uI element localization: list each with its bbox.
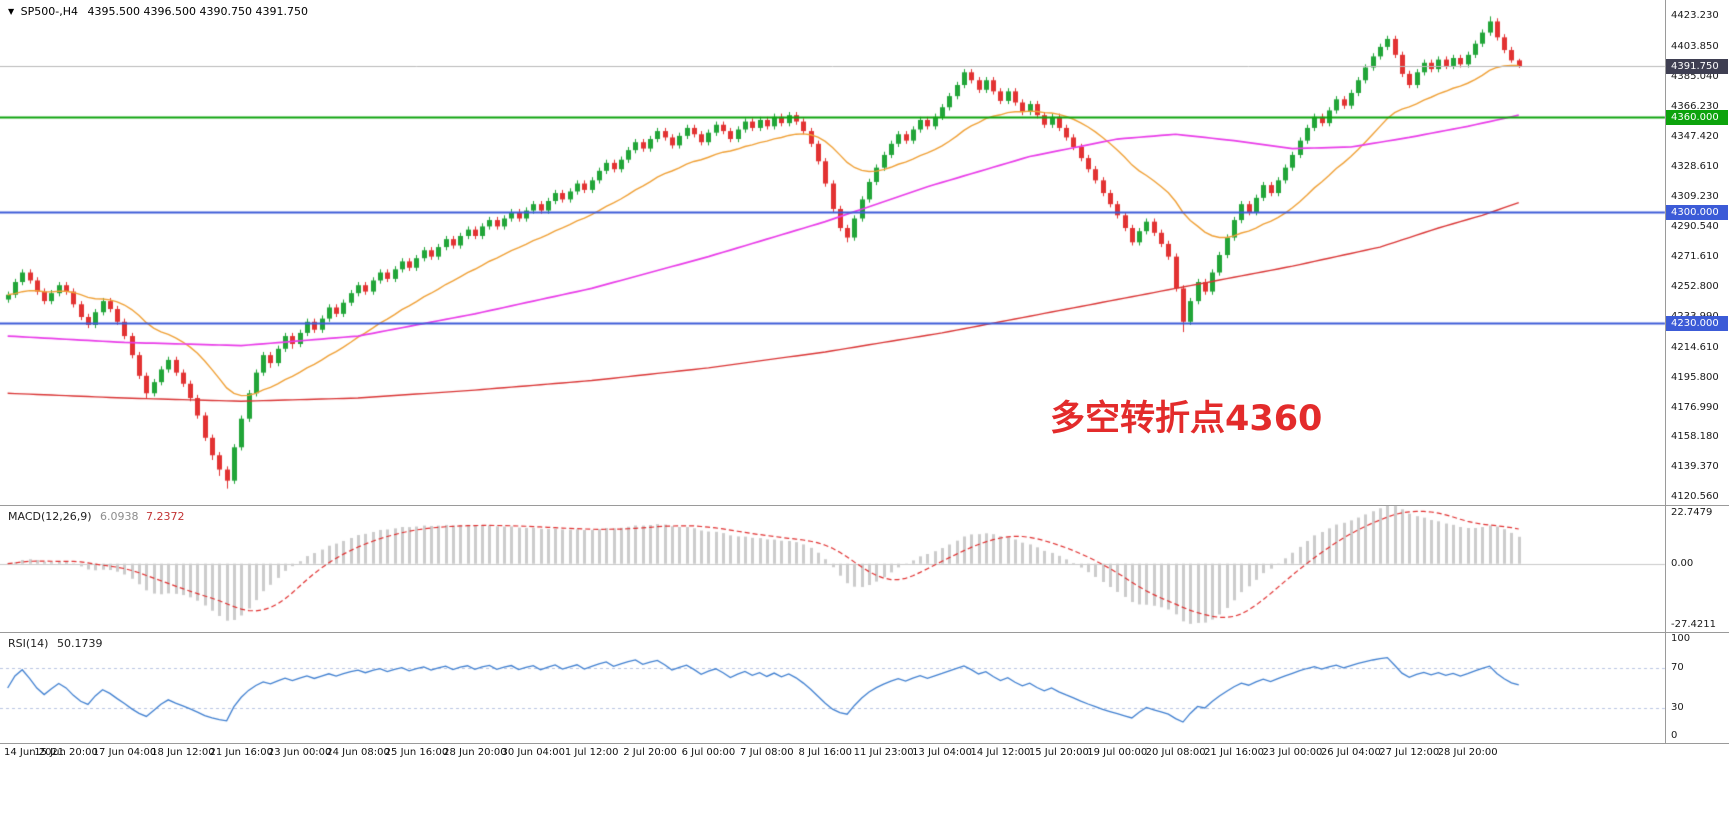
macd-axis-label: 0.00 — [1671, 557, 1694, 569]
price-axis-label: 4403.850 — [1671, 41, 1719, 53]
time-axis-label: 17 Jun 04:00 — [92, 747, 157, 758]
price-axis-label: 4385.040 — [1671, 71, 1719, 82]
macd-label: MACD(12,26,9) 6.0938 7.2372 — [8, 510, 185, 523]
time-axis-label: 19 Jul 00:00 — [1087, 747, 1148, 758]
time-axis-label: 15 Jul 20:00 — [1028, 747, 1089, 758]
hline-price-tag: 4360.000 — [1666, 109, 1728, 125]
time-axis-label: 1 Jul 12:00 — [564, 747, 619, 758]
time-axis-label: 11 Jul 23:00 — [853, 747, 914, 758]
time-axis-label: 27 Jul 12:00 — [1379, 747, 1440, 758]
symbol-marker-icon: ▼ — [8, 7, 15, 16]
annotation-text: 多空转折点4360 — [1050, 399, 1323, 439]
macd-axis-label: -27.4211 — [1671, 619, 1716, 630]
rsi-canvas[interactable] — [0, 633, 1729, 743]
time-axis-label: 28 Jul 20:00 — [1437, 747, 1498, 758]
price-axis-label: 4214.610 — [1671, 341, 1719, 353]
time-axis-label: 14 Jul 12:00 — [970, 747, 1031, 758]
time-axis-label: 8 Jul 16:00 — [798, 747, 853, 758]
rsi-indicator-pane: RSI(14) 50.1739 100 70 30 0 — [0, 633, 1729, 744]
price-axis-label: 4139.370 — [1671, 461, 1719, 473]
hline-price-tag: 4230.000 — [1666, 316, 1728, 332]
price-axis-label: 4252.800 — [1671, 281, 1719, 293]
time-axis-label: 26 Jul 04:00 — [1320, 747, 1381, 758]
current-price-tag: 4391.750 — [1666, 59, 1728, 75]
price-axis-label: 4176.990 — [1671, 401, 1719, 413]
macd-signal-value: 7.2372 — [146, 510, 185, 523]
rsi-value: 50.1739 — [56, 637, 103, 650]
time-axis-label: 30 Jun 04:00 — [501, 747, 566, 758]
macd-indicator-pane: MACD(12,26,9) 6.0938 7.2372 22.7479 0.00 -… — [0, 506, 1729, 633]
rsi-axis-label: 70 — [1671, 661, 1684, 673]
time-axis-label: 21 Jun 16:00 — [209, 747, 274, 758]
chart-title: ▼ SP500-,H4 4395.500 4396.500 4390.750 4… — [8, 5, 308, 18]
time-axis-label: 24 Jun 08:00 — [326, 747, 390, 758]
hline-price-tag: 4300.000 — [1666, 205, 1728, 221]
price-axis-label: 4423.230 — [1671, 10, 1719, 22]
price-axis-label: 4290.540 — [1671, 221, 1719, 233]
price-axis-separator — [1665, 0, 1666, 744]
ohlc-values: 4395.500 4396.500 4390.750 4391.750 — [87, 5, 308, 18]
price-axis-label: 4309.230 — [1671, 191, 1719, 203]
price-axis-label: 4195.800 — [1671, 371, 1719, 383]
price-axis-label: 4328.610 — [1671, 160, 1719, 172]
time-axis-label: 25 Jun 16:00 — [384, 747, 449, 758]
time-axis-label: 18 Jun 12:00 — [151, 747, 215, 758]
time-axis-label: 28 Jun 20:00 — [443, 747, 507, 758]
price-axis-label: 4120.560 — [1671, 491, 1719, 503]
price-axis-label: 4366.230 — [1671, 100, 1719, 112]
time-axis-label: 23 Jul 00:00 — [1262, 747, 1323, 758]
rsi-axis-label: 100 — [1671, 633, 1691, 644]
time-axis-label: 20 Jul 08:00 — [1145, 747, 1206, 758]
time-axis-label: 2 Jul 20:00 — [623, 747, 677, 758]
time-axis-label: 14 Jun 2021 — [4, 747, 65, 758]
price-axis-label: 4158.180 — [1671, 431, 1719, 443]
main-chart-pane: ▼ SP500-,H4 4395.500 4396.500 4390.750 4… — [0, 0, 1729, 506]
time-axis-label: 21 Jul 16:00 — [1204, 747, 1265, 758]
macd-axis-label: 22.7479 — [1671, 507, 1713, 518]
macd-canvas[interactable] — [0, 506, 1729, 632]
main-chart-canvas[interactable] — [0, 0, 1729, 505]
price-axis-label: 4347.420 — [1671, 130, 1719, 142]
price-axis-label: 4271.610 — [1671, 251, 1719, 263]
rsi-axis-label: 0 — [1671, 730, 1678, 741]
macd-main-value: 6.0938 — [100, 510, 139, 523]
time-axis[interactable]: 14 Jun 2021 15 Jun 20:00 17 Jun 04:00 18 Ju… — [0, 744, 1729, 764]
time-axis-label: 13 Jul 04:00 — [912, 747, 973, 758]
time-axis-label: 15 Jun 20:00 — [34, 747, 98, 758]
time-axis-label: 7 Jul 08:00 — [740, 747, 794, 758]
time-axis-label: 23 Jun 00:00 — [267, 747, 332, 758]
rsi-axis-label: 30 — [1671, 702, 1684, 714]
rsi-label: RSI(14) 50.1739 — [8, 637, 103, 650]
time-axis-label: 6 Jul 00:00 — [681, 747, 736, 758]
symbol-period-label: SP500-,H4 — [20, 5, 79, 18]
